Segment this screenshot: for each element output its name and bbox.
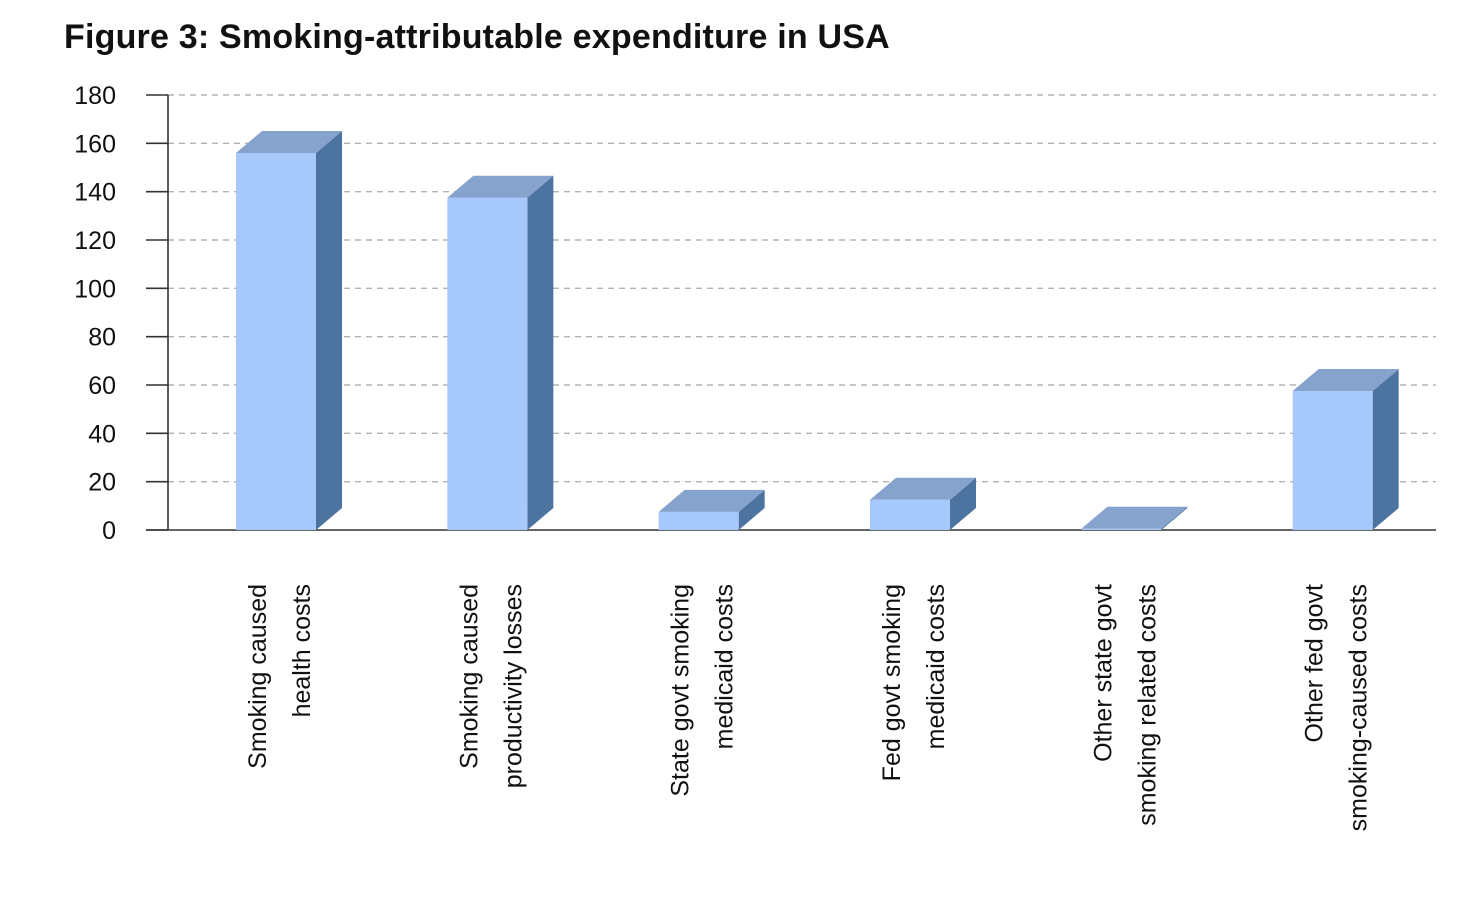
bar [658,489,765,530]
axes [146,94,1436,531]
y-tick-label: 80 [88,324,116,352]
bar-front-face [1081,528,1162,530]
bar-top-face [658,489,765,512]
x-category-label-line: Fed govt smoking [878,584,906,781]
x-category-label-line: smoking-caused costs [1345,584,1373,831]
bar [870,477,976,530]
bar [236,131,342,530]
y-tick-label: 0 [102,517,116,545]
bar-side-face [738,489,765,530]
y-axis-tick-labels: 0 20 40 60 80 100 120 140 160 180 [74,82,116,545]
bar-front-face [658,511,739,530]
y-tick-label: 180 [74,82,116,110]
bar-side-face [950,477,976,530]
x-category-label-line: health costs [288,584,316,717]
bar-top-face [1292,369,1399,392]
x-category-label-line: Other fed govt [1301,584,1329,742]
bar [447,175,554,531]
x-category-label-line: medicaid costs [922,584,950,749]
y-tick-label: 140 [74,179,116,207]
x-category-label-line: Smoking caused [244,584,272,769]
bars [236,131,1399,531]
bar-top-face [870,477,976,500]
y-tick-label: 60 [88,372,116,400]
x-category-label-line: medicaid costs [711,584,739,749]
x-category-label-line: productivity losses [499,584,527,788]
bar-side-face [527,175,554,531]
bar [1081,506,1188,530]
y-tick-label: 20 [88,469,116,497]
x-category-label-line: Smoking caused [455,584,483,769]
bar-side-face [1372,369,1399,530]
bar-top-face [1081,506,1188,529]
y-tick-label: 40 [88,420,116,448]
bar-front-face [1292,391,1373,530]
bar [1292,369,1399,530]
x-category-label-line: State govt smoking [667,584,695,797]
y-tick-label: 100 [74,275,116,303]
x-axis-category-labels: Smoking caused health costs Smoking caused… [244,584,1373,831]
x-category-label: Other state govt smoking related costs [1089,584,1161,826]
x-category-label: Other fed govt smoking-caused costs [1301,584,1373,831]
bar-front-face [236,153,316,530]
y-tick-label: 160 [74,130,116,158]
bar-top-face [447,175,554,198]
y-tick-label: 120 [74,227,116,255]
bar-front-face [870,499,950,530]
gridlines [168,94,1436,483]
x-category-label: Smoking caused health costs [244,584,316,769]
x-category-label: Fed govt smoking medicaid costs [878,584,950,781]
chart-title: Figure 3: Smoking-attributable expenditu… [64,18,890,56]
x-category-label: Smoking caused productivity losses [455,584,527,788]
x-category-label-line: Other state govt [1089,584,1117,762]
x-category-label-line: smoking related costs [1133,584,1161,826]
bar-top-face [236,131,342,153]
x-category-label: State govt smoking medicaid costs [667,584,739,797]
bar-side-face [1161,506,1188,530]
bar-front-face [447,197,528,531]
bar-side-face [316,131,342,530]
